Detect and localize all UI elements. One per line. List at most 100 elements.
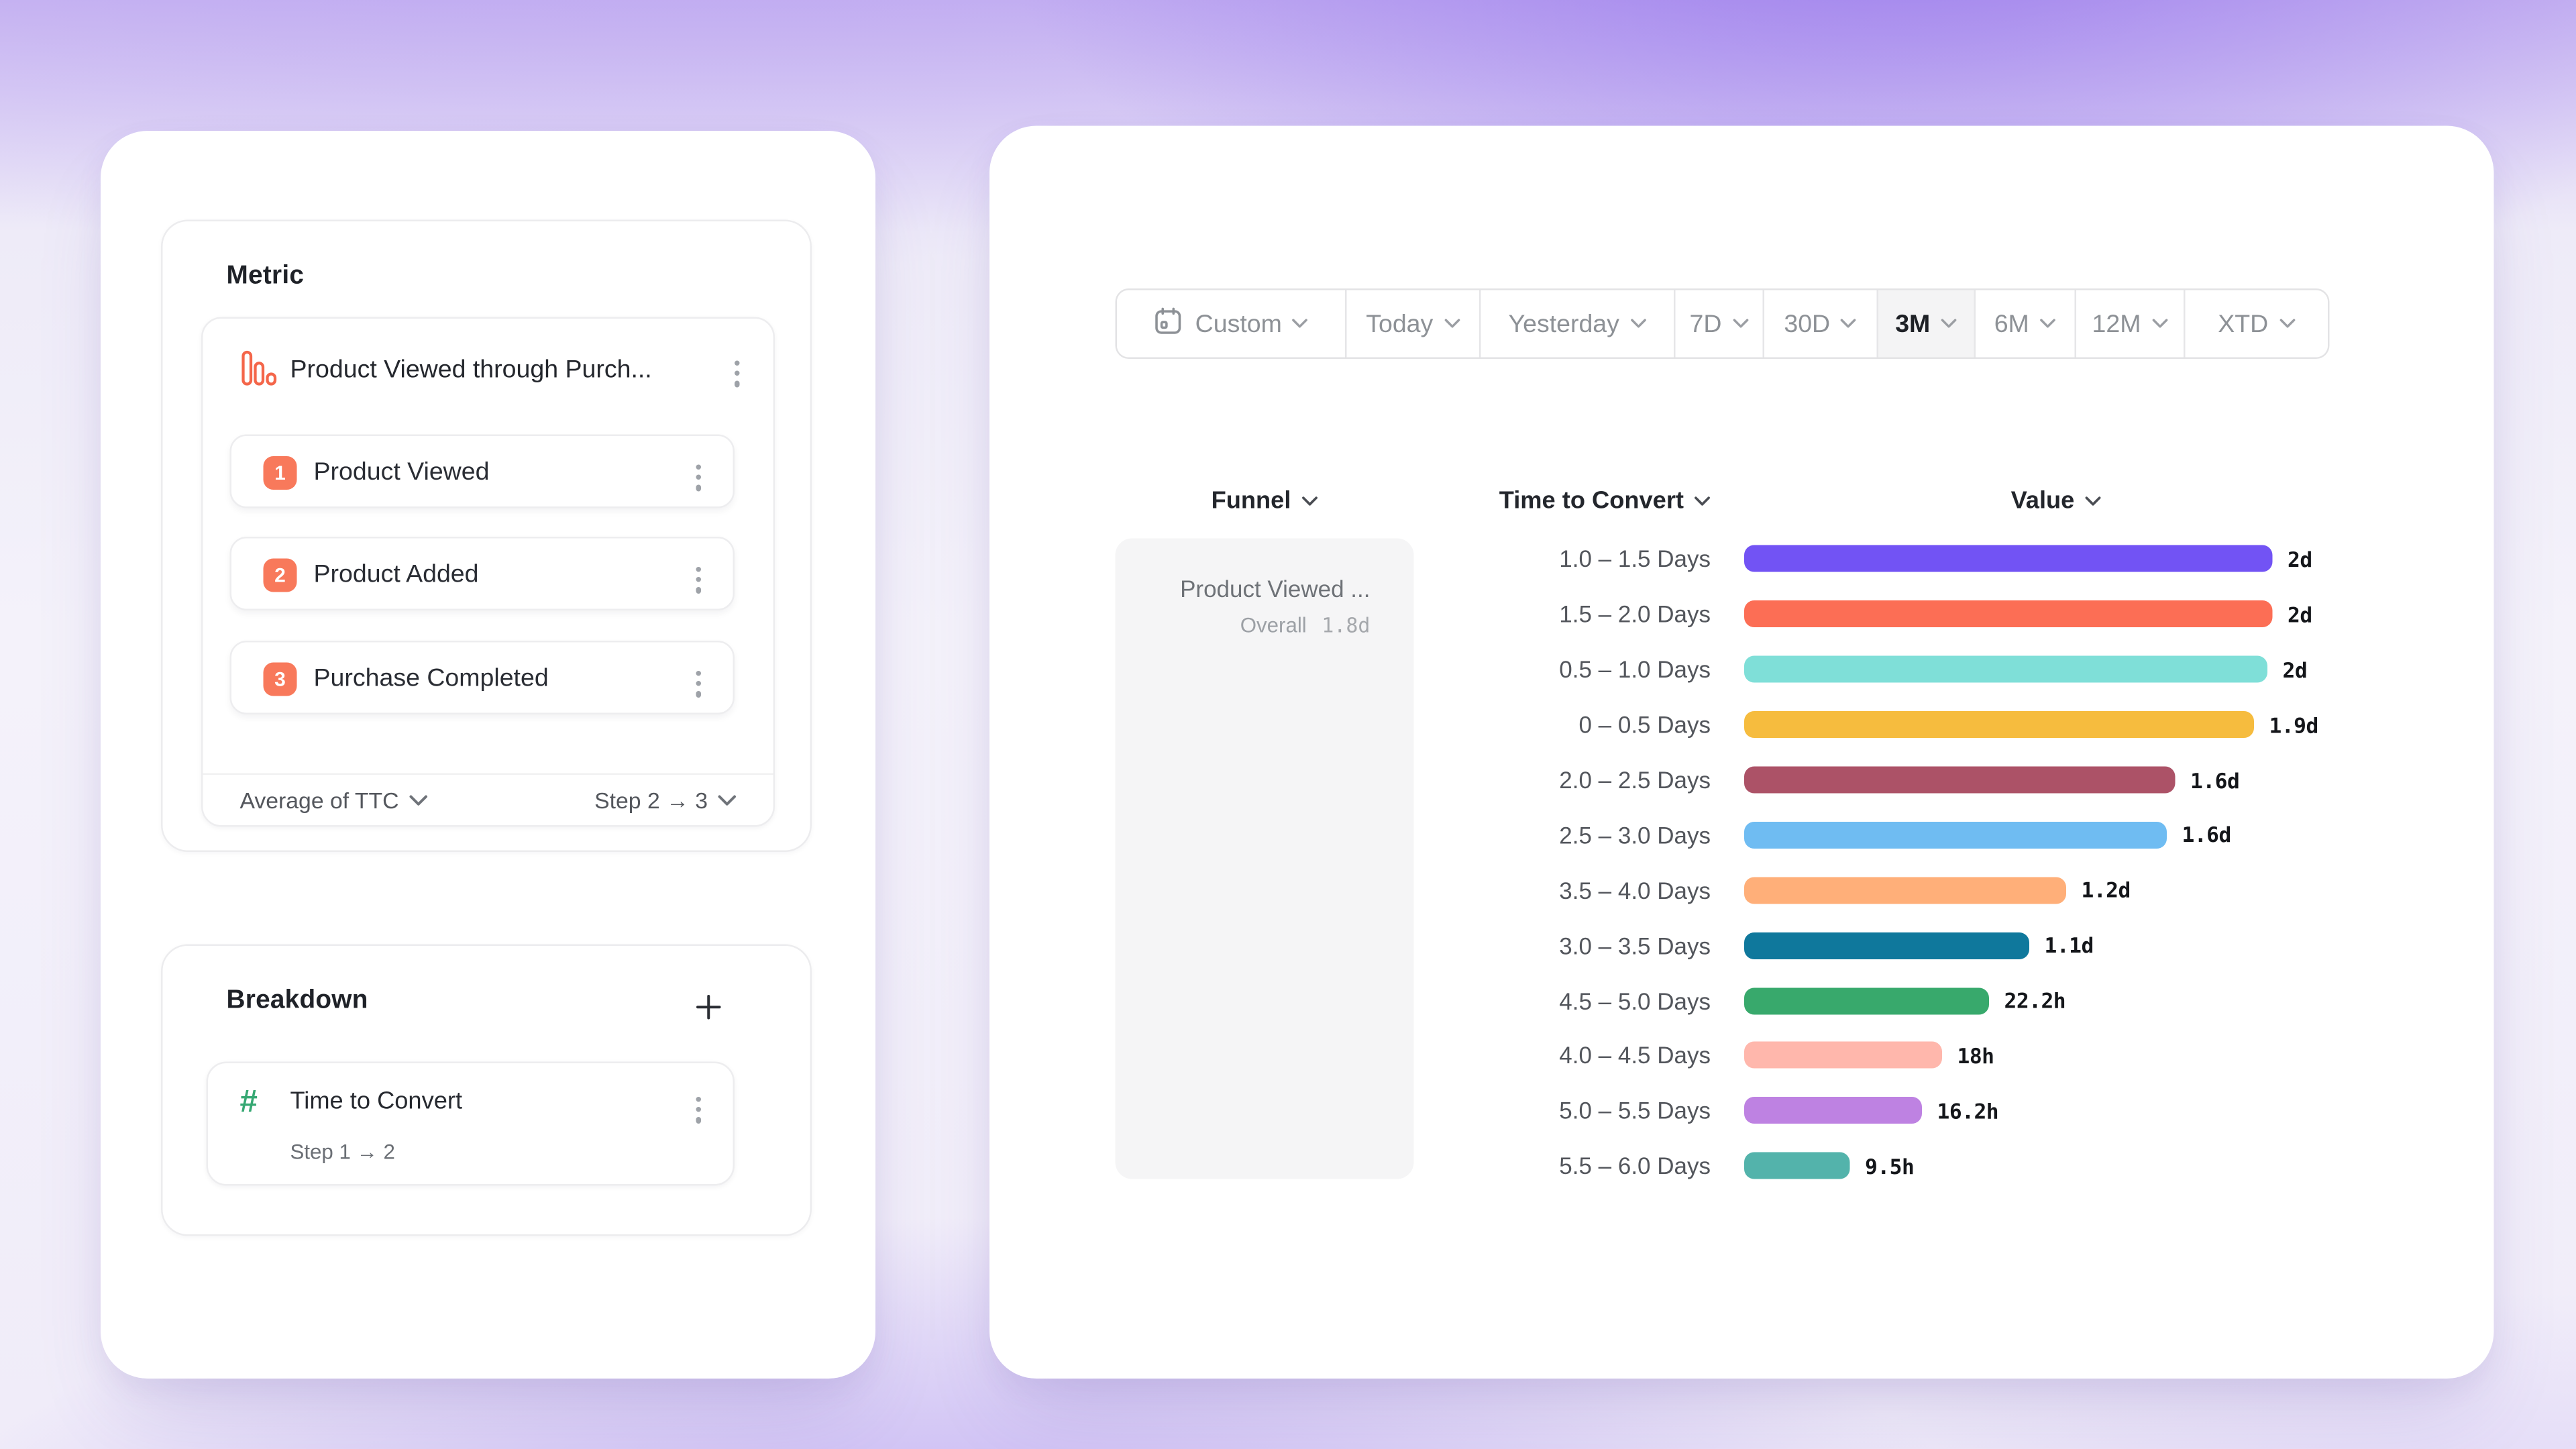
table-row: 1.0 – 1.5 Days 2d bbox=[1426, 532, 2465, 587]
table-row: 2.5 – 3.0 Days 1.6d bbox=[1426, 808, 2465, 863]
funnel-step-card[interactable]: 3 Purchase Completed bbox=[229, 641, 735, 714]
value-bar bbox=[1744, 987, 1989, 1014]
calendar-icon bbox=[1153, 306, 1182, 341]
bar-value-label: 1.2d bbox=[2081, 877, 2131, 903]
funnel-metric-name: Product Viewed through Purch... bbox=[290, 356, 652, 384]
date-range-option-7d[interactable]: 7D bbox=[1675, 290, 1764, 358]
value-bar bbox=[1744, 1097, 1922, 1124]
date-range-option-label: 12M bbox=[2092, 309, 2141, 338]
funnel-footer: Average of TTC Step 2 → 3 bbox=[203, 775, 773, 827]
funnel-group-name: Product Viewed ... bbox=[1180, 575, 1371, 602]
date-range-option-label: 30D bbox=[1784, 309, 1831, 338]
step-range-dropdown[interactable]: Step 2 → 3 bbox=[594, 788, 736, 814]
value-bar bbox=[1744, 932, 2029, 959]
value-bar bbox=[1744, 876, 2066, 904]
bucket-label: 4.0 – 4.5 Days bbox=[1559, 1042, 1711, 1069]
value-bar bbox=[1744, 656, 2267, 684]
overall-label: Overall bbox=[1240, 614, 1307, 637]
kebab-menu-icon[interactable] bbox=[689, 664, 708, 704]
date-range-option-yesterday[interactable]: Yesterday bbox=[1481, 290, 1676, 358]
chevron-down-icon bbox=[2151, 319, 2167, 329]
funnel-bars-icon bbox=[241, 350, 277, 394]
column-header-funnel-label: Funnel bbox=[1211, 488, 1291, 515]
bar-zone: 1.9d bbox=[1744, 711, 2465, 739]
date-range-option-12m[interactable]: 12M bbox=[2076, 290, 2186, 358]
kebab-menu-icon[interactable] bbox=[689, 458, 708, 498]
bucket-label: 0.5 – 1.0 Days bbox=[1559, 656, 1711, 684]
chevron-down-icon bbox=[1629, 319, 1646, 329]
table-row: 4.0 – 4.5 Days 18h bbox=[1426, 1028, 2465, 1083]
report-card: Custom Today Yesterday bbox=[989, 125, 2494, 1379]
kebab-menu-icon[interactable] bbox=[689, 1090, 708, 1130]
date-range-option-label: Custom bbox=[1195, 309, 1282, 338]
funnel-step-card[interactable]: 1 Product Viewed bbox=[229, 434, 735, 508]
bucket-label: 3.5 – 4.0 Days bbox=[1559, 876, 1711, 904]
table-row: 0.5 – 1.0 Days 2d bbox=[1426, 642, 2465, 697]
bucket-label: 1.0 – 1.5 Days bbox=[1559, 545, 1711, 573]
chevron-down-icon bbox=[1731, 319, 1748, 329]
bar-value-label: 1.1d bbox=[2044, 932, 2094, 958]
chevron-down-icon bbox=[2084, 496, 2101, 506]
bar-value-label: 2d bbox=[2288, 546, 2312, 572]
chevron-down-icon bbox=[1840, 319, 1857, 329]
table-row: 5.5 – 6.0 Days 9.5h bbox=[1426, 1138, 2465, 1193]
table-row: 1.5 – 2.0 Days 2d bbox=[1426, 587, 2465, 642]
date-range-option-custom[interactable]: Custom bbox=[1117, 290, 1347, 358]
bar-value-label: 2d bbox=[2288, 602, 2312, 627]
table-row: 2.0 – 2.5 Days 1.6d bbox=[1426, 752, 2465, 807]
overall-value: 1.8d bbox=[1322, 614, 1371, 637]
breakdown-item-steps: Step 1 → 2 bbox=[290, 1140, 395, 1164]
value-bar bbox=[1744, 766, 2176, 794]
column-header-funnel[interactable]: Funnel bbox=[1116, 488, 1414, 515]
bucket-label: 2.0 – 2.5 Days bbox=[1559, 766, 1711, 794]
value-bar bbox=[1744, 600, 2273, 628]
bar-zone: 9.5h bbox=[1744, 1152, 2465, 1180]
column-header-time-to-convert[interactable]: Time to Convert bbox=[1392, 488, 1711, 515]
metric-panel-title: Metric bbox=[226, 262, 305, 290]
date-range-option-label: 7D bbox=[1689, 309, 1722, 338]
chevron-down-icon bbox=[1301, 496, 1318, 506]
date-range-option-xtd[interactable]: XTD bbox=[2185, 290, 2328, 358]
funnel-group-cell: Product Viewed ... Overall 1.8d bbox=[1115, 538, 1414, 1179]
date-range-option-label: Today bbox=[1366, 309, 1434, 338]
chevron-down-icon bbox=[718, 795, 737, 807]
column-header-value-label: Value bbox=[2010, 488, 2075, 515]
date-range-option-today[interactable]: Today bbox=[1346, 290, 1481, 358]
table-row: 5.0 – 5.5 Days 16.2h bbox=[1426, 1083, 2465, 1138]
date-range-option-30d[interactable]: 30D bbox=[1764, 290, 1878, 358]
table-row: 3.5 – 4.0 Days 1.2d bbox=[1426, 863, 2465, 918]
funnel-name-row[interactable]: Product Viewed through Purch... bbox=[203, 319, 773, 423]
metric-funnel-card: Product Viewed through Purch... 1 Produc… bbox=[201, 317, 775, 827]
date-range-option-label: XTD bbox=[2218, 309, 2269, 338]
date-range-option-3m[interactable]: 3M bbox=[1878, 290, 1976, 358]
step-number-badge: 2 bbox=[263, 558, 297, 592]
kebab-menu-icon[interactable] bbox=[689, 560, 708, 600]
date-range-option-label: Yesterday bbox=[1508, 309, 1619, 338]
table-row: 0 – 0.5 Days 1.9d bbox=[1426, 697, 2465, 752]
funnel-step-card[interactable]: 2 Product Added bbox=[229, 537, 735, 610]
date-range-option-6m[interactable]: 6M bbox=[1976, 290, 2076, 358]
chevron-down-icon bbox=[1940, 319, 1957, 329]
bar-zone: 1.2d bbox=[1744, 876, 2465, 904]
bucket-label: 1.5 – 2.0 Days bbox=[1559, 600, 1711, 628]
bar-zone: 2d bbox=[1744, 545, 2465, 573]
add-breakdown-button[interactable] bbox=[691, 989, 724, 1023]
bar-rows: 1.0 – 1.5 Days 2d 1.5 – 2.0 Days 2d 0.5 … bbox=[1426, 532, 2465, 1194]
bucket-label: 5.5 – 6.0 Days bbox=[1559, 1152, 1711, 1180]
breakdown-header: Breakdown bbox=[163, 946, 810, 1053]
breakdown-item-card[interactable]: # Time to Convert Step 1 → 2 bbox=[206, 1061, 735, 1186]
aggregation-dropdown[interactable]: Average of TTC bbox=[240, 788, 427, 814]
value-bar bbox=[1744, 1152, 1850, 1180]
breakdown-item-name: Time to Convert bbox=[290, 1088, 463, 1116]
bar-zone: 2d bbox=[1744, 656, 2465, 684]
step-range-label: Step 2 → 3 bbox=[594, 788, 708, 814]
kebab-menu-icon[interactable] bbox=[728, 354, 747, 394]
bar-value-label: 18h bbox=[1957, 1042, 1994, 1069]
breakdown-panel-title: Breakdown bbox=[226, 986, 368, 1015]
value-bar bbox=[1744, 1042, 1942, 1069]
value-bar bbox=[1744, 821, 2167, 849]
date-range-option-label: 6M bbox=[1994, 309, 2029, 338]
bar-value-label: 2d bbox=[2282, 657, 2308, 682]
bar-zone: 1.6d bbox=[1744, 821, 2465, 849]
column-header-value[interactable]: Value bbox=[1888, 488, 2224, 515]
